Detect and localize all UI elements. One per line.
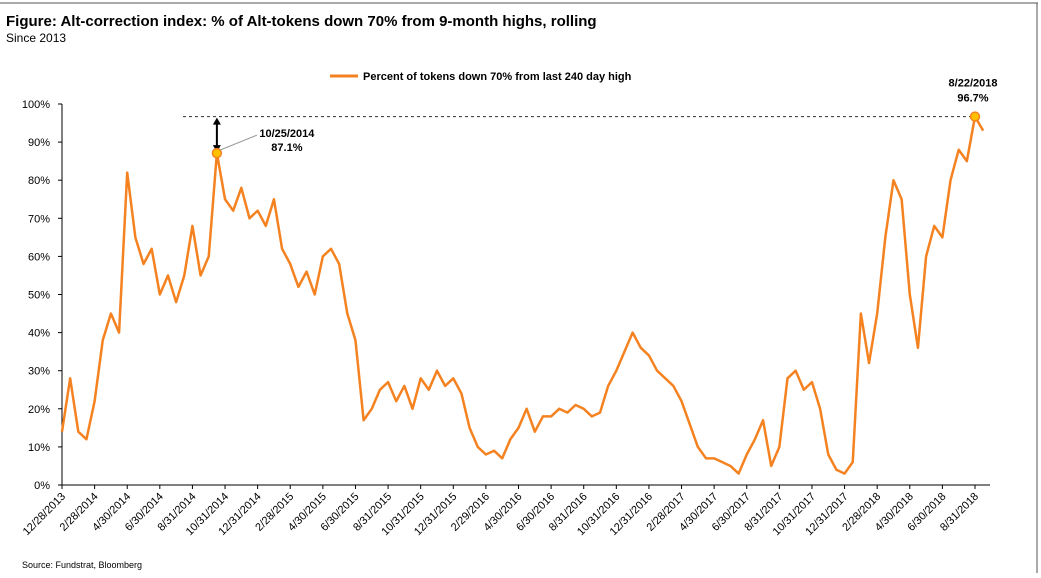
chart-subtitle: Since 2013: [6, 31, 66, 45]
line: [60, 115, 985, 475]
y-tick-label: 80%: [28, 175, 50, 187]
arrow-head: [212, 117, 221, 125]
annotation-date: 8/22/2018: [949, 78, 998, 90]
y-tick-label: 0%: [34, 480, 50, 492]
source: Source: Fundstrat, Bloomberg: [22, 560, 142, 570]
y-tick-label: 30%: [28, 366, 50, 378]
annotation-date: 10/25/2014: [259, 128, 315, 140]
y-tick-label: 50%: [28, 290, 50, 302]
chart-title: Figure: Alt-correction index: % of Alt-t…: [6, 13, 597, 30]
y-tick-label: 90%: [28, 137, 50, 149]
y-tick-label: 40%: [28, 328, 50, 340]
annotation-point: [211, 147, 223, 159]
y-tick-label: 70%: [28, 213, 50, 225]
y-tick-label: 100%: [22, 99, 50, 111]
annotation-point: [969, 111, 981, 122]
annotation-value: 87.1%: [271, 142, 302, 154]
y-tick-label: 10%: [28, 442, 50, 454]
annotation-leader: [219, 134, 258, 151]
x-tick-label: 12/28/2013: [21, 491, 68, 538]
y-tick-label: 20%: [28, 404, 50, 416]
y-tick-label: 60%: [28, 251, 50, 263]
annotation-value: 96.7%: [957, 93, 988, 105]
legend-label: Percent of tokens down 70% from last 240…: [363, 71, 632, 83]
